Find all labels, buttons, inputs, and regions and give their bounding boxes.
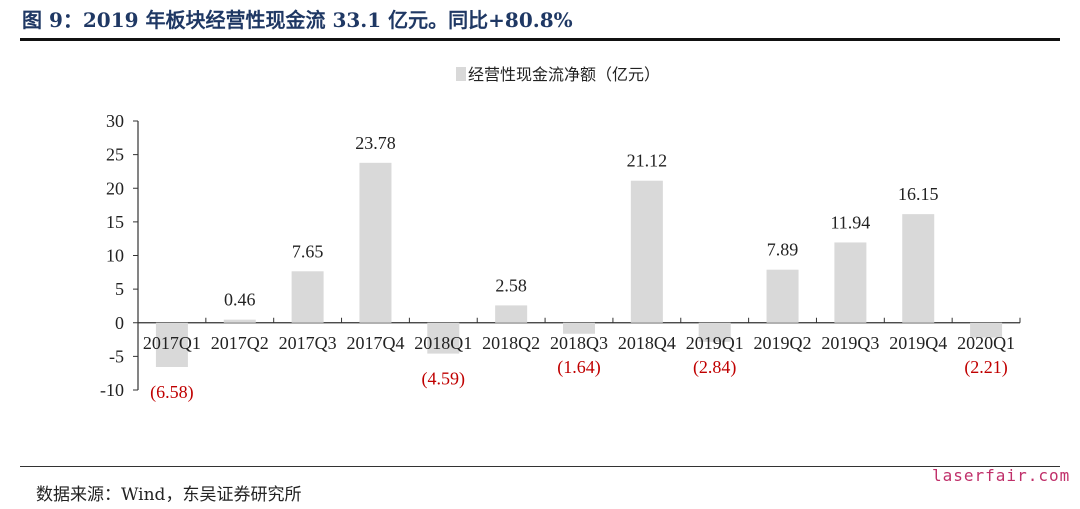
y-tick-label: 10 <box>106 246 124 266</box>
bar-2017Q1 <box>155 322 188 368</box>
data-label: 16.15 <box>898 184 939 204</box>
bar-2017Q3 <box>291 271 324 323</box>
x-tick-label: 2019Q4 <box>889 333 947 353</box>
x-tick-label: 2019Q2 <box>754 333 812 353</box>
y-tick-label: 25 <box>106 145 124 165</box>
y-tick-label: 30 <box>106 111 124 131</box>
data-label: (2.21) <box>964 357 1008 378</box>
chart-title: 图 9：2019 年板块经营性现金流 33.1 亿元。同比+80.8% <box>22 8 573 32</box>
title-divider <box>20 38 1060 41</box>
x-tick-label: 2017Q3 <box>279 333 337 353</box>
data-label: 7.89 <box>767 240 799 260</box>
x-tick-label: 2017Q2 <box>211 333 269 353</box>
data-label: (6.58) <box>150 382 194 403</box>
y-tick-label: 20 <box>106 178 124 198</box>
source-note: 数据来源：Wind，东吴证券研究所 <box>36 485 302 505</box>
legend-label: 经营性现金流净额（亿元） <box>468 65 660 84</box>
legend: 经营性现金流净额（亿元） <box>456 65 660 84</box>
data-label: 23.78 <box>355 133 396 153</box>
y-tick-label: 15 <box>106 212 124 232</box>
data-label: 2.58 <box>495 275 527 295</box>
y-tick-label: -10 <box>100 380 124 400</box>
data-label: 7.65 <box>292 241 324 261</box>
x-tick-label: 2019Q1 <box>686 333 744 353</box>
x-tick-label: 2017Q4 <box>346 333 404 353</box>
bar-2019Q1 <box>698 322 731 342</box>
data-label: 21.12 <box>627 151 668 171</box>
y-tick-label: 0 <box>115 313 124 333</box>
x-tick-label: 2018Q4 <box>618 333 676 353</box>
data-label: (2.84) <box>693 357 737 378</box>
watermark: laserfair.com <box>932 466 1071 485</box>
x-tick-label: 2018Q3 <box>550 333 608 353</box>
bar-2020Q1 <box>970 322 1003 338</box>
y-tick-label: 5 <box>115 279 124 299</box>
x-tick-label: 2018Q2 <box>482 333 540 353</box>
bar-2017Q4 <box>359 162 392 323</box>
bar-2018Q4 <box>630 180 663 323</box>
bar-2019Q3 <box>834 242 867 323</box>
bar-2019Q4 <box>902 214 935 323</box>
data-label: 0.46 <box>224 290 256 310</box>
x-tick-label: 2018Q1 <box>414 333 472 353</box>
footer-divider <box>20 466 1060 467</box>
x-tick-label: 2019Q3 <box>821 333 879 353</box>
data-label: (1.64) <box>557 357 601 378</box>
bar-2018Q2 <box>495 305 528 323</box>
x-tick-label: 2020Q1 <box>957 333 1015 353</box>
y-tick-label: -5 <box>109 346 124 366</box>
bar-2019Q2 <box>766 269 799 323</box>
bar-2017Q2 <box>223 319 256 323</box>
legend-swatch <box>456 67 466 81</box>
data-label: (4.59) <box>422 369 466 390</box>
data-label: 11.94 <box>830 212 870 232</box>
bar-2018Q1 <box>427 322 460 354</box>
x-tick-label: 2017Q1 <box>143 333 201 353</box>
bar-2018Q3 <box>563 322 595 334</box>
